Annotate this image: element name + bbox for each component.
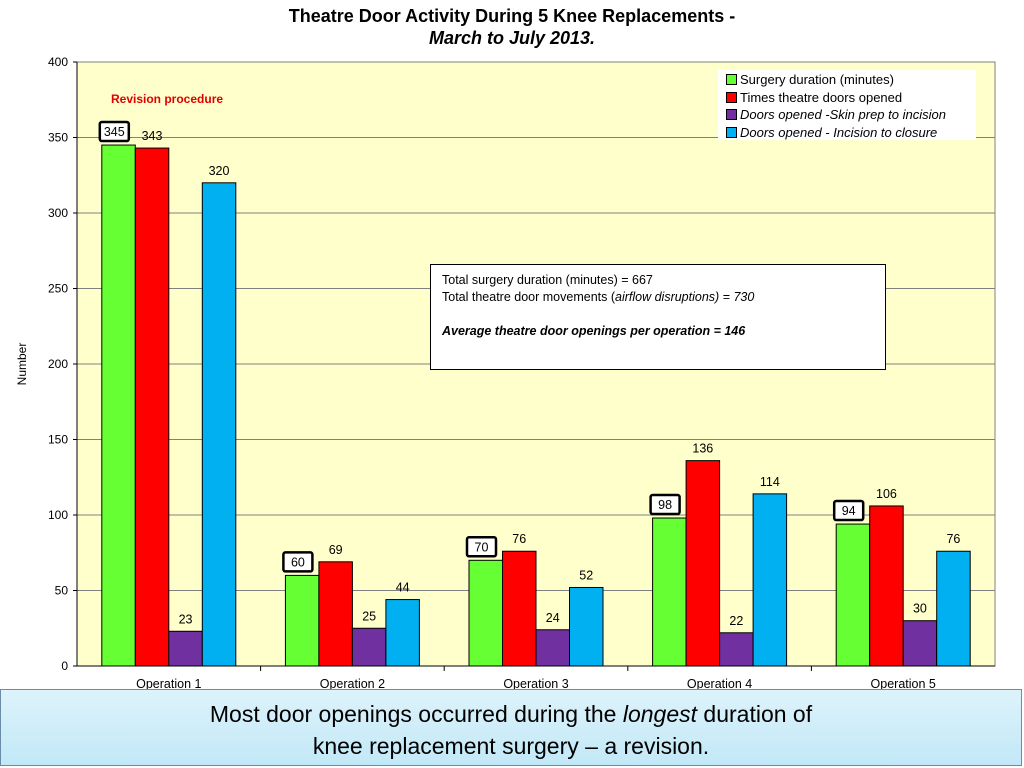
data-label-box [832,499,865,522]
revision-annotation: Revision procedure [111,92,224,106]
y-tick-label: 150 [48,433,68,447]
y-tick-label: 400 [48,55,68,69]
bar [936,550,971,667]
summary-box: Total surgery duration (minutes) = 667 T… [430,264,886,370]
data-label: 30 [913,602,927,616]
data-label: 23 [179,612,193,626]
data-label: 114 [760,475,780,489]
caption-part-2: duration of [697,701,813,727]
caption-line-1: Most door openings occurred during the l… [1,698,1021,730]
summary-duration: Total surgery duration (minutes) = 667 [442,273,653,287]
data-label-box [98,120,131,143]
caption-banner: Most door openings occurred during the l… [0,689,1022,766]
data-label-box [649,493,681,516]
data-label: 69 [329,543,343,557]
y-tick-label: 200 [48,357,68,371]
x-category-label: Operation 4 [687,677,752,691]
summary-door-movements-italic: airflow disruptions) = 730 [615,290,755,304]
legend-swatch [726,91,737,103]
bar [351,627,387,667]
chart-legend: Surgery duration (minutes) Times theatre… [718,70,976,140]
summary-door-movements: Total theatre door movements (airflow di… [442,289,885,306]
data-label: 60 [291,555,305,569]
data-label: 136 [692,442,713,456]
legend-item-surgery-duration: Surgery duration (minutes) [718,71,976,89]
data-label: 52 [579,568,593,582]
bar [535,629,570,667]
data-label: 70 [475,540,489,554]
bar [652,517,687,667]
bar [134,147,170,667]
legend-swatch [726,126,737,138]
legend-item-doors-opened: Times theatre doors opened [718,89,976,107]
bar [719,632,754,667]
bar [902,620,938,667]
legend-item-skin-prep: Doors opened -Skin prep to incision [718,106,976,124]
chart-subtitle: March to July 2013. [428,28,596,48]
bar [201,182,237,667]
data-label: 320 [209,164,230,178]
y-tick-label: 50 [55,584,69,598]
caption-line-2: knee replacement surgery – a revision. [312,733,710,759]
x-category-label: Operation 3 [503,677,568,691]
chart-title: Theatre Door Activity During 5 Knee Repl… [288,6,736,26]
bar [168,630,203,667]
data-label-box [465,536,498,558]
data-label: 106 [876,487,897,501]
bar [318,561,353,667]
y-tick-label: 100 [48,508,68,522]
y-tick-label: 250 [48,282,68,296]
y-axis-title: Number [15,343,29,386]
y-tick-label: 350 [48,131,68,145]
y-tick-label: 0 [61,659,68,673]
data-label: 98 [658,498,672,512]
bar [869,505,904,667]
x-category-label: Operation 2 [320,677,385,691]
summary-average: Average theatre door openings per operat… [442,324,746,338]
data-label: 44 [396,581,410,595]
bar [468,559,503,667]
data-label: 76 [946,532,960,546]
bar [685,460,721,667]
legend-item-incision-closure: Doors opened - Incision to closure [718,124,976,142]
legend-label: Doors opened - Incision to closure [740,124,938,140]
legend-swatch [726,109,737,121]
data-label: 22 [729,614,743,628]
bar [101,144,136,667]
caption-part-1: Most door openings occurred during the [209,701,623,727]
bar [284,574,320,667]
y-tick-label: 300 [48,206,68,220]
summary-door-movements-prefix: Total theatre door movements ( [442,290,615,304]
bar [569,586,604,667]
caption-emphasis: longest [622,701,698,727]
data-label: 76 [512,532,526,546]
data-label-box [282,551,314,573]
data-label: 25 [362,609,376,623]
legend-swatch [726,74,737,86]
legend-label: Doors opened -Skin prep to incision [740,107,946,123]
legend-label: Surgery duration (minutes) [740,72,894,88]
x-category-label: Operation 5 [871,677,936,691]
bar [835,523,871,667]
x-category-label: Operation 1 [136,677,201,691]
data-label: 343 [142,129,163,143]
bar [752,493,788,667]
data-label: 94 [842,504,856,518]
bar [502,550,537,667]
data-label: 24 [546,611,560,625]
bar [385,599,420,667]
data-label: 345 [104,125,125,139]
legend-label: Times theatre doors opened [740,89,903,105]
